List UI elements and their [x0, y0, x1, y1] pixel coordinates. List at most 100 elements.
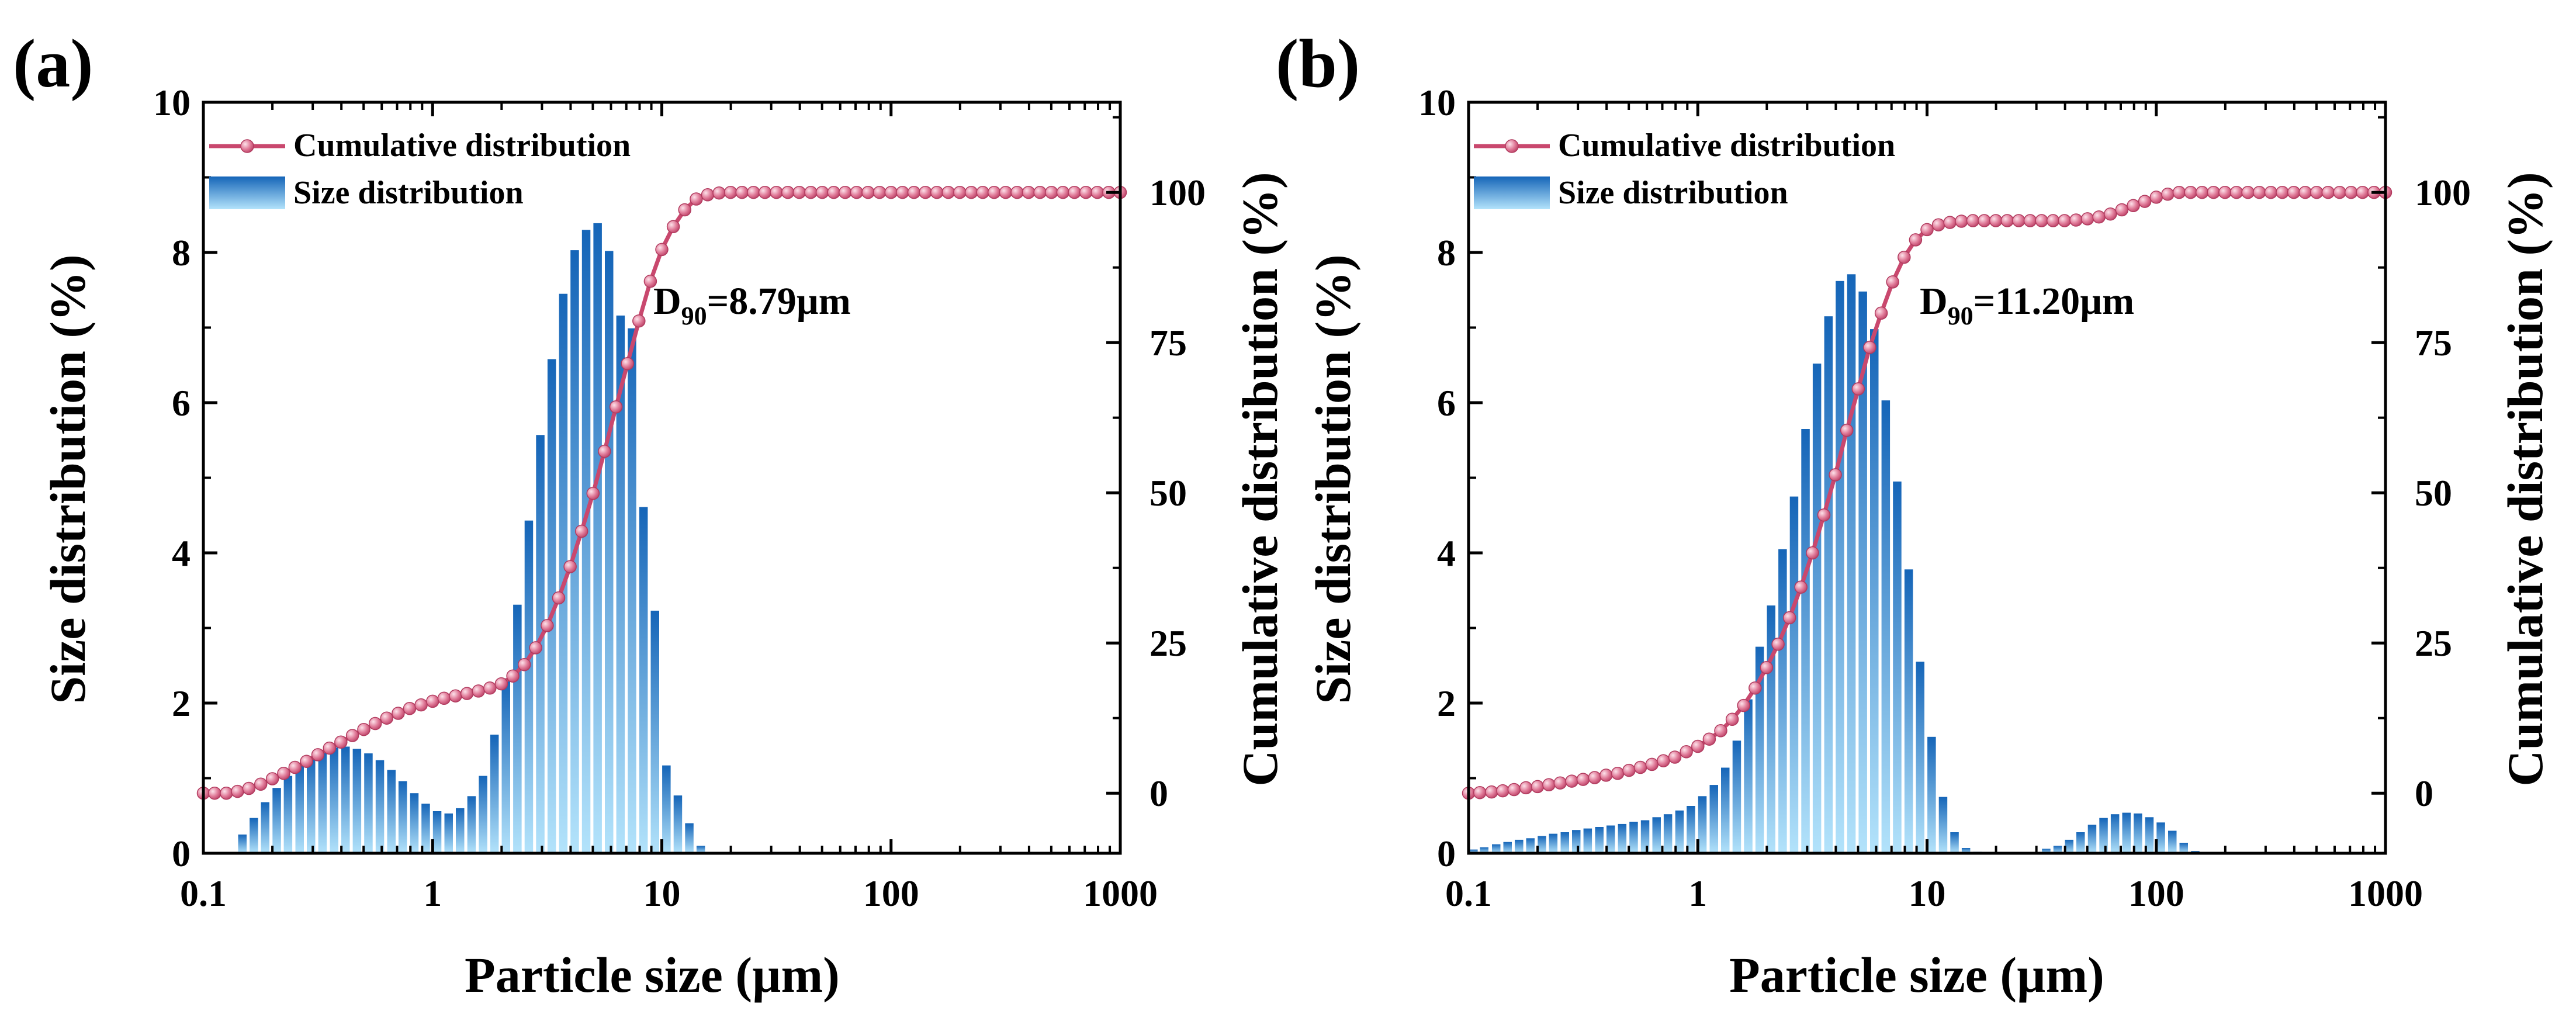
- panel-b-cumulative-point: [1599, 769, 1613, 782]
- panel-b-cumulative-point: [1978, 214, 1991, 227]
- panel-b-cumulative-point: [2092, 210, 2106, 224]
- panel-b-cumulative-point: [1588, 771, 1602, 784]
- panel-a-cumulative-point: [723, 185, 738, 199]
- panel-a-label: (a): [13, 25, 94, 102]
- panel-a-d90-subscript: 90: [681, 302, 707, 330]
- panel-a-y-tick-label: 2: [172, 683, 191, 724]
- panel-b-cumulative-point: [2195, 185, 2209, 199]
- panel-b-cumulative-point: [1668, 750, 1682, 764]
- panel-b-bar: [1640, 820, 1650, 853]
- panel-b-legend-bar-swatch: [1474, 176, 1550, 209]
- panel-b-cumulative-point: [1691, 739, 1705, 753]
- panel-a-cumulative-point: [621, 357, 634, 371]
- panel-a-cumulative-point: [953, 185, 967, 199]
- panel-a-cumulative-point: [839, 185, 852, 199]
- panel-a-bar: [250, 818, 258, 853]
- panel-b-cumulative-point: [1898, 250, 1911, 264]
- panel-b-cumulative-point: [1920, 223, 1934, 237]
- panel-b-bar: [1961, 848, 1971, 853]
- panel-b-cumulative-point: [2046, 214, 2060, 227]
- panel-b-bar: [1789, 496, 1799, 853]
- panel-a-cumulative-point: [472, 684, 485, 698]
- panel-a-bar: [581, 230, 591, 853]
- panel-b-x-tick-label: 0.1: [1445, 873, 1492, 914]
- panel-b-x-tick-label: 10: [1909, 873, 1946, 914]
- panel-b-cumulative-point: [2161, 188, 2175, 201]
- panel-a-bar: [524, 520, 534, 853]
- panel-b-legend-marker-swatch: [1505, 139, 1519, 153]
- panel-a-bar: [341, 746, 350, 853]
- panel-a-cumulative-point: [208, 786, 221, 800]
- panel-b-y2-tick-label: 25: [2415, 622, 2452, 664]
- panel-a-cumulative-point: [563, 560, 577, 573]
- panel-a-cumulative-markers: [196, 185, 1127, 800]
- panel-b-bar: [2179, 843, 2188, 853]
- panel-b-cumulative-point: [2333, 185, 2346, 199]
- panel-a-y2-tick-label: 0: [1149, 773, 1168, 814]
- panel-b-cumulative-point: [2058, 214, 2072, 227]
- panel-a-cumulative-point: [323, 741, 337, 755]
- panel-b-cumulative-point: [2264, 185, 2278, 199]
- panel-b-bar: [1721, 767, 1730, 853]
- panel-b-bar: [1480, 847, 1488, 853]
- panel-b-cumulative-point: [1771, 638, 1785, 651]
- panel-a-cumulative-point: [907, 185, 921, 199]
- panel-a-d90-symbol: D: [653, 280, 681, 323]
- panel-b-bar: [1904, 569, 1913, 853]
- panel-b-bar: [1560, 832, 1569, 853]
- panel-b-x-tick-label: 100: [2128, 873, 2184, 914]
- panel-a-cumulative-point: [735, 185, 749, 199]
- panel-a-bar: [456, 808, 465, 853]
- panel-a-d90-annotation: D90=8.79µm: [653, 280, 851, 330]
- panel-b-cumulative-point: [1874, 306, 1888, 320]
- panel-b-cumulative-point: [1725, 712, 1739, 726]
- panel-a-cumulative-point: [964, 185, 978, 199]
- panel-a-cumulative-point: [781, 185, 795, 199]
- panel-a-bar: [513, 604, 522, 853]
- panel-a-cumulative-point: [1068, 185, 1081, 199]
- panel-a-cumulative-point: [712, 186, 726, 200]
- panel-a-bar: [650, 610, 659, 853]
- panel-b-y2-tick-label: 0: [2415, 773, 2433, 814]
- panel-a-x-tick-label: 10: [643, 873, 681, 914]
- panel-b-bar: [1870, 329, 1879, 853]
- panel-a-cumulative-point: [1033, 185, 1047, 199]
- panel-a-y-tick-label: 6: [172, 382, 191, 424]
- panel-b-cumulative-point: [1909, 233, 1923, 247]
- panel-a-cumulative-point: [368, 717, 382, 731]
- panel-b-cumulative-point: [1657, 754, 1670, 767]
- panel-a-bar: [479, 776, 487, 853]
- panel-a-cumulative-point: [598, 445, 611, 458]
- panel-b-bar: [1732, 740, 1741, 854]
- panel-b-bar: [2168, 830, 2177, 853]
- panel-a-cumulative-point: [655, 243, 669, 257]
- panel-a-cumulative-point: [643, 275, 657, 288]
- panel-b-bar: [2053, 846, 2062, 853]
- panel-b-bar: [1515, 839, 1524, 853]
- panel-b-legend: [1474, 139, 1550, 209]
- panel-b-bar: [1744, 699, 1753, 853]
- panel-b-cumulative-point: [1737, 698, 1750, 712]
- panel-b-cumulative-point: [1851, 382, 1865, 396]
- panel-a-bar: [295, 765, 304, 853]
- panel-b-d90-value: =11.20µm: [1973, 280, 2134, 323]
- panel-a-ylabel: Size distribution (%): [40, 254, 96, 704]
- panel-b-bar: [1938, 797, 1948, 853]
- panel-a-cumulative-point: [690, 192, 703, 206]
- panel-b-bar: [2065, 839, 2073, 853]
- panel-a-cumulative-point: [896, 185, 909, 199]
- panel-a-cumulative-point: [506, 669, 520, 683]
- panel-a-cumulative-point: [334, 735, 348, 749]
- panel-b-cumulative-point: [2276, 185, 2289, 199]
- panel-a-cumulative-point: [872, 185, 887, 199]
- panel-b-cumulative-point: [2287, 185, 2301, 199]
- panel-b-d90-symbol: D: [1920, 280, 1948, 323]
- panel-a-bar: [616, 315, 625, 853]
- panel-b-bar: [1778, 549, 1787, 853]
- panel-b-bar: [1503, 842, 1512, 853]
- panel-a-cumulative-point: [632, 314, 646, 328]
- panel-a-bar: [432, 811, 442, 853]
- panel-a-cumulative-point: [609, 400, 623, 414]
- panel-a-y2-tick-label: 50: [1149, 472, 1187, 514]
